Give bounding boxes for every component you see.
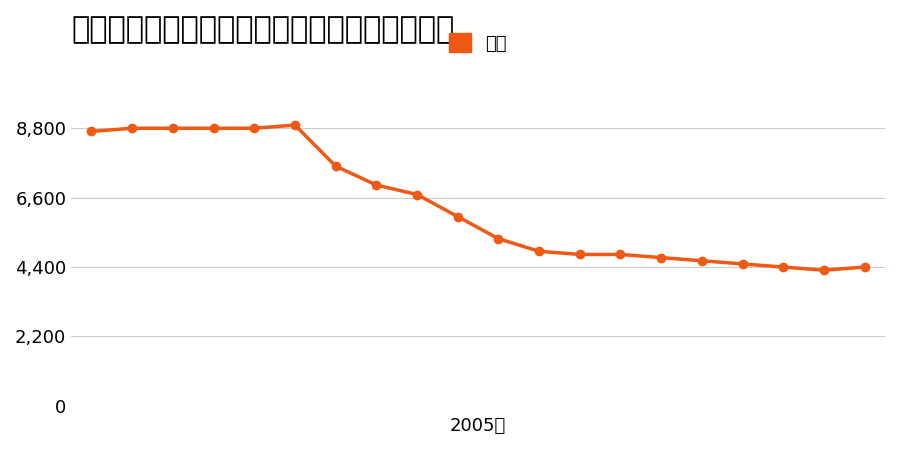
Text: 秋田県鹿角市花輪字扇ノ間１６４番の地価推移: 秋田県鹿角市花輪字扇ノ間１６４番の地価推移 <box>71 15 454 44</box>
X-axis label: 2005年: 2005年 <box>450 417 506 435</box>
Legend: 価格: 価格 <box>442 26 514 60</box>
